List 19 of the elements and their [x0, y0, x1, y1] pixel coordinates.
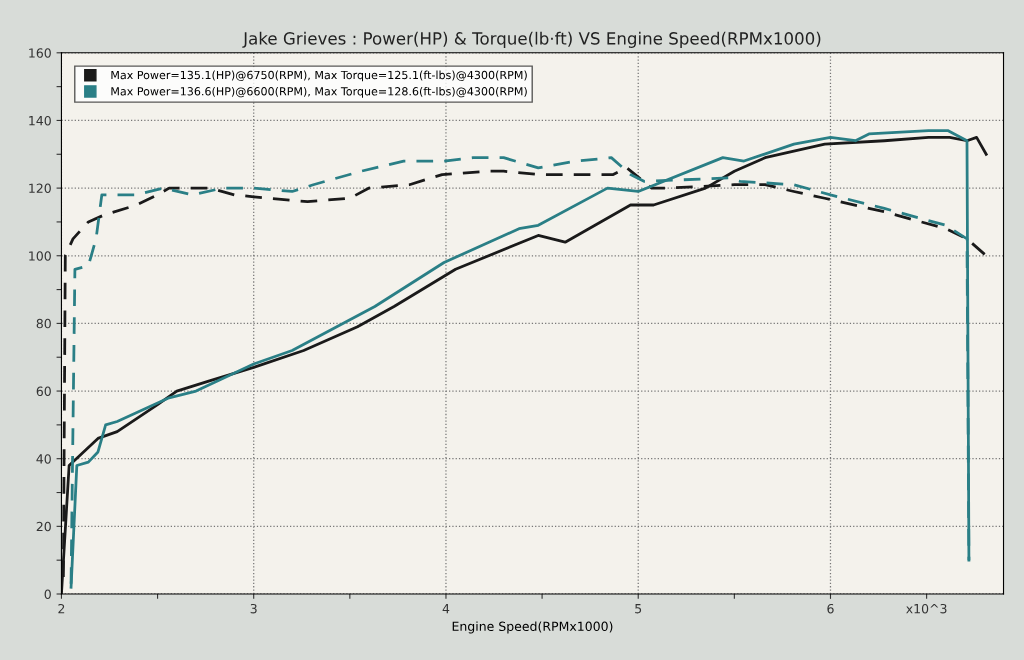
y-tick-label: 80 — [36, 318, 51, 329]
legend-label: Max Power=136.6(HP)@6600(RPM), Max Torque=128.6(ft-lbs)@4300(RPM) — [111, 86, 527, 98]
y-tick-label: 20 — [36, 521, 51, 532]
x-axis-title: Engine Speed(RPMx1000) — [452, 621, 613, 634]
y-tick-label: 100 — [29, 251, 51, 261]
y-tick-label: 0 — [44, 589, 51, 599]
x-tick-label: 3 — [250, 603, 257, 614]
x-tick-label: 6 — [827, 603, 834, 614]
y-tick-label: 60 — [36, 386, 51, 396]
x-tick-label: 5 — [635, 604, 642, 614]
y-tick-label: 140 — [29, 115, 51, 126]
x-tick-label: 4 — [442, 604, 450, 614]
legend-label: Max Power=135.1(HP)@6750(RPM), Max Torque=125.1(ft-lbs)@4300(RPM) — [111, 70, 527, 82]
y-tick-label: 160 — [29, 48, 51, 58]
x-tick-label: 2 — [58, 603, 65, 614]
chart-title: Jake Grieves : Power(HP) & Torque(lb·ft) VS Engine Speed(RPMx1000) — [242, 31, 821, 48]
x-tick-label: x10^3 — [906, 603, 947, 614]
y-tick-label: 120 — [29, 183, 51, 194]
y-tick-label: 40 — [36, 454, 51, 464]
